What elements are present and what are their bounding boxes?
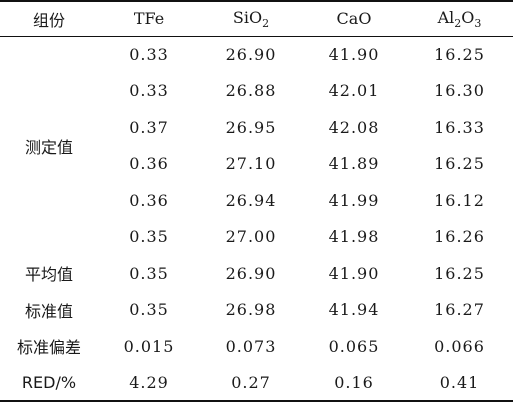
- row-label-average: 平均值: [24, 265, 73, 285]
- table-body: 测定值 0.33 26.90 41.90 16.25 0.33 26.88 42…: [0, 36, 513, 402]
- table-cell: 0.36: [129, 190, 169, 210]
- table-row: 0.33 26.88 42.01 16.30: [0, 73, 513, 110]
- table-cell: 0.41: [406, 364, 513, 402]
- table-cell: 26.90: [225, 263, 277, 283]
- header-al2o3-sub1: 2: [454, 16, 462, 30]
- table-cell: 41.90: [328, 263, 380, 283]
- header-sio2-base: SiO: [232, 7, 263, 27]
- table-cell: 26.94: [225, 190, 277, 210]
- table-cell: 0.33: [129, 81, 169, 101]
- row-label-red: RED/%: [0, 364, 98, 402]
- table-cell: 0.33: [129, 45, 169, 64]
- table-cell: 0.35: [129, 300, 169, 320]
- table-cell: 26.88: [225, 81, 277, 101]
- table-cell: 0.065: [328, 336, 380, 356]
- table-cell: 16.25: [434, 263, 485, 283]
- table-cell: 26.90: [225, 45, 277, 64]
- table-cell: 0.073: [225, 336, 277, 356]
- header-sio2: SiO2: [200, 0, 302, 37]
- table-cell: 0.16: [302, 364, 406, 402]
- table-cell: 41.98: [328, 227, 380, 247]
- table-cell: 27.10: [225, 154, 277, 174]
- table-row: 0.37 26.95 42.08 16.33: [0, 109, 513, 146]
- table-cell: 16.25: [434, 154, 485, 174]
- table-cell: 41.89: [328, 154, 380, 174]
- table-cell: 0.015: [123, 336, 175, 356]
- header-al2o3-base1: Al: [437, 7, 455, 27]
- header-al2o3-base2: O: [461, 7, 475, 27]
- row-label-std-dev: 标准偏差: [16, 338, 81, 358]
- header-row: 组份 TFe SiO2 CaO Al2O3: [0, 0, 513, 37]
- table-row: RED/% 4.29 0.27 0.16 0.41: [0, 364, 513, 402]
- table-row: 0.36 26.94 41.99 16.12: [0, 182, 513, 219]
- table-row: 平均值 0.35 26.90 41.90 16.25: [0, 255, 513, 292]
- table-cell: 16.26: [434, 227, 485, 247]
- table-cell: 0.27: [200, 364, 302, 402]
- header-al2o3: Al2O3: [406, 0, 513, 37]
- table-row: 0.36 27.10 41.89 16.25: [0, 146, 513, 183]
- table-row: 0.35 27.00 41.98 16.26: [0, 219, 513, 256]
- measured-label: 测定值: [24, 137, 73, 157]
- table-cell: 0.37: [129, 117, 169, 137]
- header-group: 组份: [0, 0, 98, 37]
- table-cell: 0.36: [129, 154, 169, 174]
- table-cell: 41.94: [328, 300, 380, 320]
- table-header: 组份 TFe SiO2 CaO Al2O3: [0, 0, 513, 37]
- table-cell: 42.08: [328, 117, 380, 137]
- header-al2o3-sub2: 3: [474, 16, 482, 30]
- table-cell: 0.35: [129, 227, 169, 247]
- table-cell: 16.25: [434, 45, 485, 64]
- table-cell: 16.33: [434, 117, 485, 137]
- table-cell: 16.27: [434, 300, 485, 320]
- table-cell: 42.01: [328, 81, 380, 101]
- header-cao: CaO: [302, 0, 406, 37]
- table-cell: 41.99: [328, 190, 380, 210]
- row-label-standard: 标准值: [24, 301, 73, 321]
- table-cell: 0.066: [434, 336, 485, 356]
- table-cell: 26.95: [225, 117, 277, 137]
- table-cell: 27.00: [225, 227, 277, 247]
- table-cell: 41.90: [328, 45, 380, 64]
- table-cell: 0.35: [129, 263, 169, 283]
- table-cell: 26.98: [225, 300, 277, 320]
- table-row: 测定值 0.33 26.90 41.90 16.25: [0, 36, 513, 157]
- table-row: 标准偏差 0.015 0.073 0.065 0.066: [0, 328, 513, 365]
- table-row: 标准值 0.35 26.98 41.94 16.27: [0, 292, 513, 329]
- table-cell: 16.30: [434, 81, 485, 101]
- header-sio2-sub: 2: [262, 16, 270, 30]
- table-cell: 16.12: [434, 190, 485, 210]
- table-cell: 4.29: [98, 364, 200, 402]
- header-tfe: TFe: [98, 0, 200, 37]
